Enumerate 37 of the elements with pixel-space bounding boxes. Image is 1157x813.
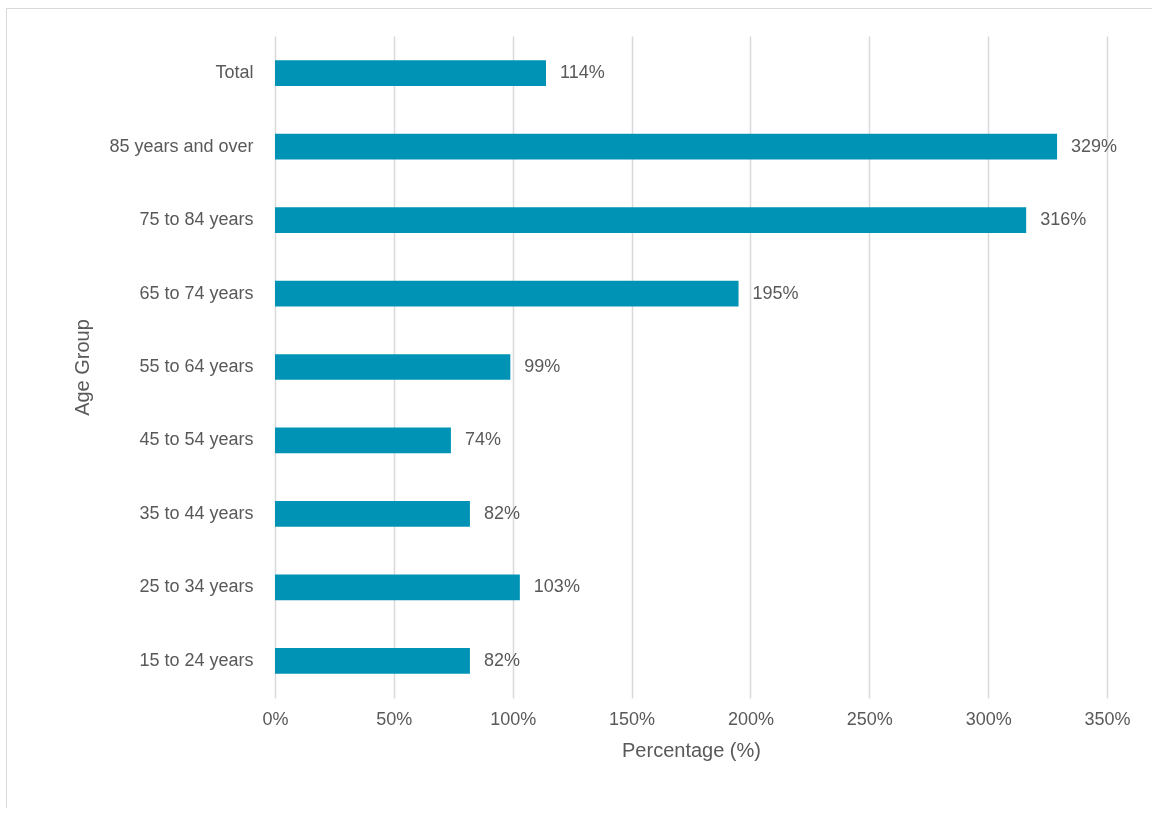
data-label: 329% — [1071, 135, 1118, 156]
data-label: 114% — [559, 62, 605, 83]
x-axis-title: Percentage (%) — [622, 738, 761, 761]
data-label: 195% — [752, 282, 799, 303]
x-tick-label: 300% — [965, 708, 1012, 729]
x-tick-label: 50% — [376, 708, 413, 729]
y-tick-label: 55 to 64 years — [139, 356, 254, 376]
x-tick-label: 250% — [846, 708, 893, 729]
bar — [275, 574, 520, 601]
y-tick-label: 35 to 44 years — [139, 502, 254, 523]
bar — [275, 501, 470, 527]
y-axis-title: Age Group — [71, 319, 94, 416]
x-tick-label: 150% — [609, 708, 656, 729]
x-tick-label: 100% — [490, 708, 537, 729]
y-tick-label: Total — [215, 62, 254, 83]
bar — [275, 648, 470, 674]
bar — [275, 280, 739, 307]
x-tick-label: 200% — [727, 708, 774, 729]
y-tick-label: 65 to 74 years — [139, 282, 254, 303]
data-label: 82% — [483, 649, 520, 670]
y-tick-label: 85 years and over — [109, 135, 254, 156]
y-tick-label: 75 to 84 years — [139, 209, 254, 230]
bar — [275, 427, 451, 454]
y-tick-label: 25 to 34 years — [139, 576, 254, 597]
x-tick-label: 350% — [1084, 708, 1131, 729]
data-label: 74% — [464, 429, 501, 450]
y-tick-label: 15 to 24 years — [139, 649, 254, 670]
data-label: 316% — [1040, 209, 1087, 230]
bar — [275, 207, 1027, 233]
data-label: 82% — [483, 502, 520, 523]
x-tick-label: 0% — [262, 708, 289, 729]
y-tick-label: 45 to 54 years — [139, 429, 254, 450]
data-label: 103% — [533, 576, 580, 597]
bar — [275, 133, 1058, 160]
data-label: 99% — [524, 356, 561, 376]
bar — [275, 60, 546, 86]
bar — [275, 354, 511, 380]
